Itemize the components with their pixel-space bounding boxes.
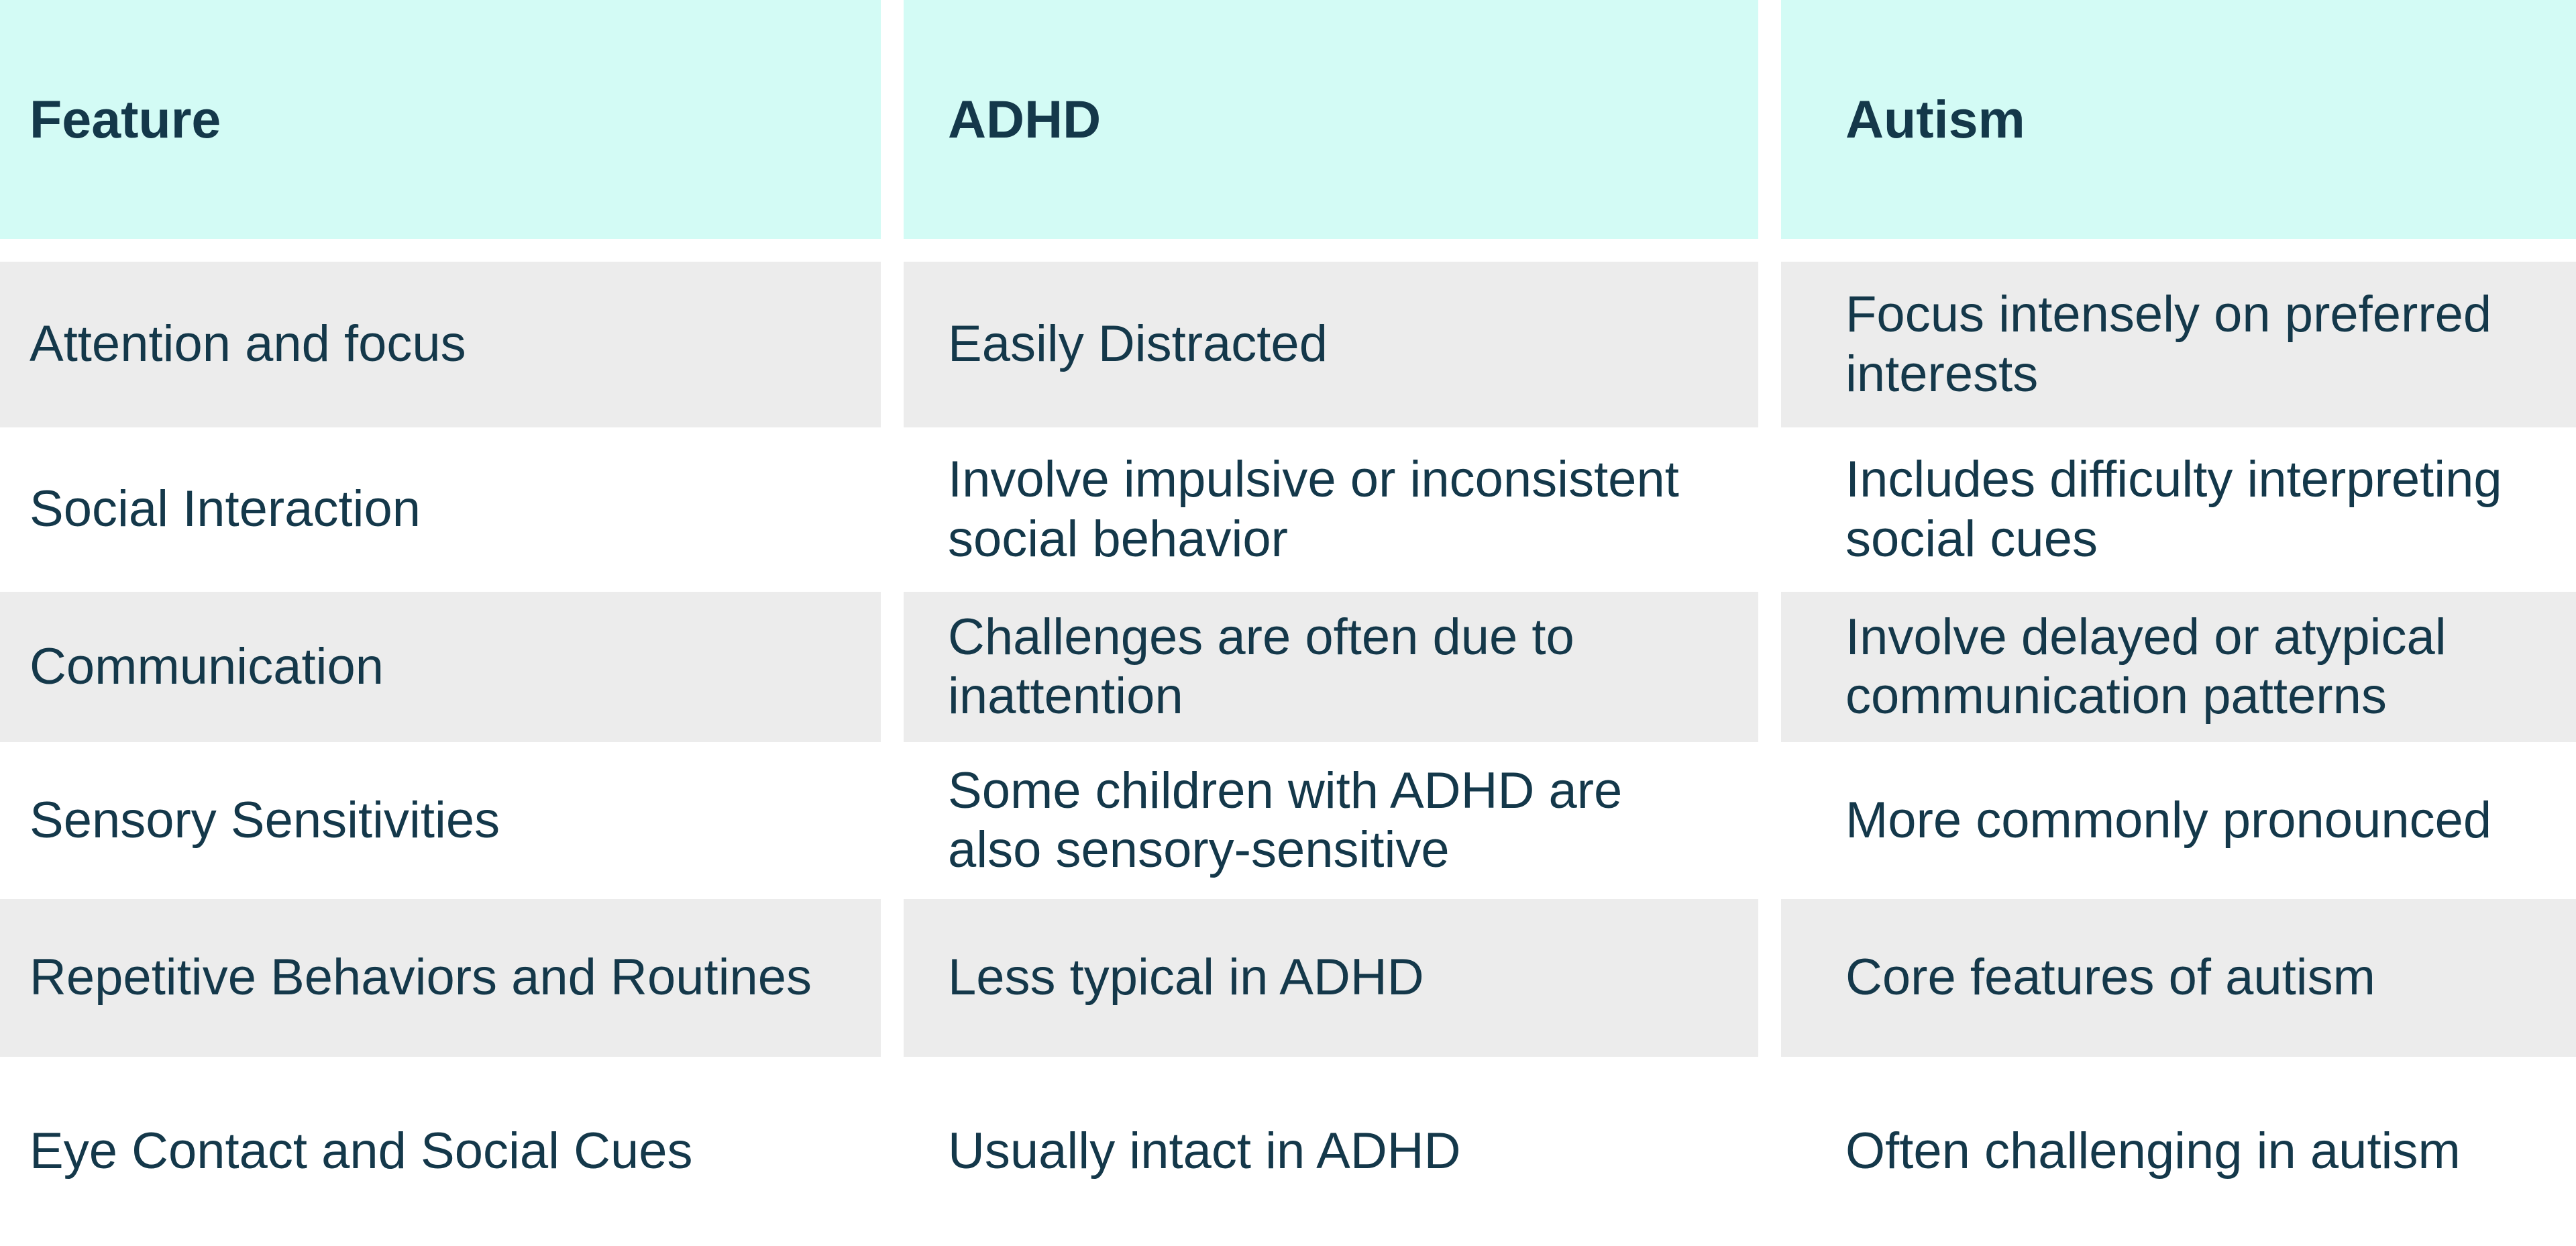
row3-feature-cell: Communication — [0, 592, 881, 742]
row1-adhd-cell: Easily Distracted — [904, 262, 1758, 427]
row5-adhd-cell: Less typical in ADHD — [904, 899, 1758, 1057]
table-row: Communication Challenges are often due t… — [0, 592, 2576, 742]
row6-autism-cell: Often challenging in autism — [1781, 1057, 2576, 1246]
row4-autism-cell: More commonly pronounced — [1781, 742, 2576, 899]
row5-feature-cell: Repetitive Behaviors and Routines — [0, 899, 881, 1057]
row4-feature-cell: Sensory Sensitivities — [0, 742, 881, 899]
row2-feature-cell: Social Interaction — [0, 427, 881, 592]
row1-feature-cell: Attention and focus — [0, 262, 881, 427]
row3-adhd-cell: Challenges are often due to inattention — [904, 592, 1758, 742]
column-header-autism: Autism — [1781, 0, 2576, 239]
table-row: Eye Contact and Social Cues Usually inta… — [0, 1057, 2576, 1246]
table-body: Attention and focus Easily Distracted Fo… — [0, 262, 2576, 1246]
table-header-row: Feature ADHD Autism — [0, 0, 2576, 239]
table-row: Sensory Sensitivities Some children with… — [0, 742, 2576, 899]
column-header-feature: Feature — [0, 0, 881, 239]
column-header-adhd: ADHD — [904, 0, 1758, 239]
row2-autism-cell: Includes difficulty interpreting social … — [1781, 427, 2576, 592]
row4-adhd-cell: Some children with ADHD are also sensory… — [904, 742, 1758, 899]
table-row: Social Interaction Involve impulsive or … — [0, 427, 2576, 592]
row2-adhd-cell: Involve impulsive or inconsistent social… — [904, 427, 1758, 592]
table-row: Attention and focus Easily Distracted Fo… — [0, 262, 2576, 427]
row6-adhd-cell: Usually intact in ADHD — [904, 1057, 1758, 1246]
row6-feature-cell: Eye Contact and Social Cues — [0, 1057, 881, 1246]
table-row: Repetitive Behaviors and Routines Less t… — [0, 899, 2576, 1057]
row5-autism-cell: Core features of autism — [1781, 899, 2576, 1057]
row1-autism-cell: Focus intensely on preferred interests — [1781, 262, 2576, 427]
row3-autism-cell: Involve delayed or atypical communicatio… — [1781, 592, 2576, 742]
